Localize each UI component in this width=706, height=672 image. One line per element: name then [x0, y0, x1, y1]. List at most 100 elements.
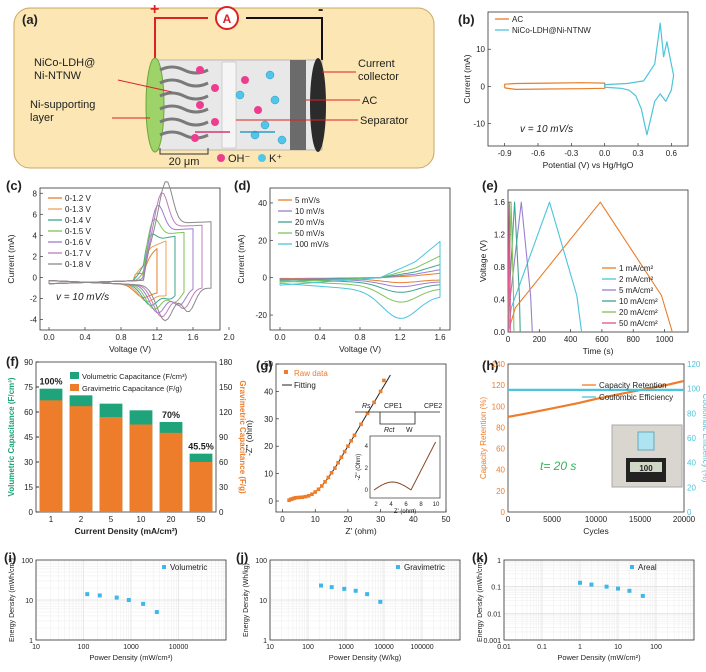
c-ytick-label: -2	[30, 294, 38, 303]
f-ytick2-label: 60	[219, 458, 228, 467]
g-raw-point	[300, 495, 304, 499]
nanowire	[159, 117, 209, 127]
label-electrode: Ni-NTNW	[34, 70, 82, 82]
f-bar-gravimetric	[99, 417, 123, 512]
k-point	[616, 586, 620, 591]
panel-label-a: (a)	[22, 12, 38, 27]
g-raw-point	[319, 484, 324, 488]
e-legend-1: 2 mA/cm²	[619, 275, 654, 284]
f-annotation: 100%	[39, 377, 62, 387]
k-legend: Areal	[638, 563, 657, 572]
k-ion	[250, 130, 260, 140]
c-xlabel: Voltage (V)	[109, 344, 151, 354]
oh-ion	[241, 76, 249, 84]
e-series-5	[507, 201, 511, 333]
g-ytick-label: 40	[264, 387, 273, 396]
c-legend-0: 0-1.2 V	[65, 194, 91, 203]
k-ion	[265, 70, 275, 80]
g-inset-xlabel: Z' (ohm)	[394, 509, 416, 515]
g-xlabel: Z' (ohm)	[345, 526, 377, 536]
d-ytick-label: 40	[258, 199, 267, 208]
c-xtick-label: 1.6	[187, 333, 199, 342]
panel-label-c: (c)	[6, 178, 22, 193]
f-annotation: 45.5%	[188, 442, 214, 452]
legend-oh-icon	[217, 154, 225, 162]
b-series-0	[504, 82, 606, 91]
positive-wire	[154, 17, 208, 60]
g-raw-point	[323, 480, 327, 484]
b-ytick-label: 10	[476, 45, 485, 54]
h-xlabel: Cycles	[583, 526, 609, 536]
g-inset-xtick: 2	[374, 502, 378, 508]
i-xtick-label: 100	[78, 644, 90, 651]
j-xtick-label: 10	[266, 644, 274, 651]
i-point	[85, 592, 90, 597]
g-ytick-label: 20	[264, 442, 273, 451]
h-frame	[507, 363, 685, 513]
h-ytick-label: 120	[492, 381, 506, 390]
k-point	[627, 588, 632, 593]
b-frame	[487, 11, 689, 147]
h-ytick-label: 20	[496, 487, 505, 496]
g-raw-point	[378, 389, 383, 394]
h-ylabel2: Coulombic Efficiency (%)	[701, 394, 706, 483]
h-xtick-label: 15000	[629, 515, 652, 524]
j-point	[342, 586, 347, 591]
g-legend-0: Raw data	[294, 369, 328, 378]
f-xtick-label: 20	[167, 515, 176, 524]
g-raw-point	[329, 471, 334, 475]
k-ytick-label: 0.001	[483, 638, 501, 645]
e-xlabel: Time (s)	[583, 346, 614, 356]
e-ytick-label: 0.0	[494, 328, 506, 337]
j-xtick-label: 1000	[338, 644, 354, 651]
k-ylabel: Energy Density (mWh/cm²)	[477, 558, 484, 642]
g-raw-point	[365, 411, 370, 416]
k-xtick-label: 0.01	[497, 644, 511, 651]
c-legend-4: 0-1.6 V	[65, 238, 91, 247]
k-point	[578, 580, 582, 585]
k-point	[604, 584, 609, 589]
panel-label-g: (g)	[256, 358, 273, 373]
c-xtick-label: 2.0	[223, 333, 235, 342]
c-ytick-label: 6	[33, 210, 38, 219]
j-point	[353, 588, 358, 593]
oh-ion	[211, 118, 219, 126]
j-xtick-label: 100	[302, 644, 314, 651]
c-ylabel: Current (mA)	[6, 234, 16, 283]
j-point	[329, 585, 334, 590]
g-circuit-cpe2: CPE2	[424, 403, 442, 410]
f-ylabel2: Gravimetric Capacitance (F/g)	[238, 380, 247, 494]
f-ytick-label: 60	[24, 408, 33, 417]
k-point	[589, 582, 594, 587]
legend-k: K⁺	[269, 153, 282, 165]
j-frame	[269, 559, 461, 641]
h-capacity-line	[507, 379, 685, 418]
h-ylabel: Capacity Retention (%)	[479, 397, 488, 480]
label-separator: Separator	[360, 115, 409, 127]
c-ytick-label: 2	[33, 252, 38, 261]
k-xlabel: Power Density (mW/cm²)	[557, 653, 641, 662]
d-legend-2: 20 mV/s	[295, 218, 324, 227]
e-xtick-label: 0	[506, 335, 511, 344]
g-raw-point	[293, 495, 298, 500]
c-legend-5: 0-1.7 V	[65, 249, 91, 258]
k-ytick-label: 1	[497, 558, 501, 565]
f-ylabel: Volumetric Capacitance (F/cm³)	[7, 377, 16, 496]
g-raw-point	[382, 378, 386, 383]
g-inset-xtick: 4	[389, 502, 393, 508]
panel-label-i: (i)	[4, 550, 16, 565]
j-legend: Gravimetric	[404, 563, 445, 572]
j-xtick-label: 10000	[374, 644, 394, 651]
h-ytick2-label: 80	[687, 409, 696, 418]
g-raw-point	[316, 487, 321, 492]
h-photo-readout: 100	[639, 464, 653, 473]
e-ylabel: Voltage (V)	[478, 240, 488, 282]
b-legend-0: AC	[512, 15, 523, 24]
h-ytick-label: 40	[496, 466, 505, 475]
e-series-0	[507, 201, 673, 333]
label-ac: AC	[362, 95, 377, 107]
f-ytick2-label: 180	[219, 358, 233, 367]
j-legend-swatch	[396, 565, 400, 569]
e-ytick-label: 0.8	[494, 263, 506, 272]
